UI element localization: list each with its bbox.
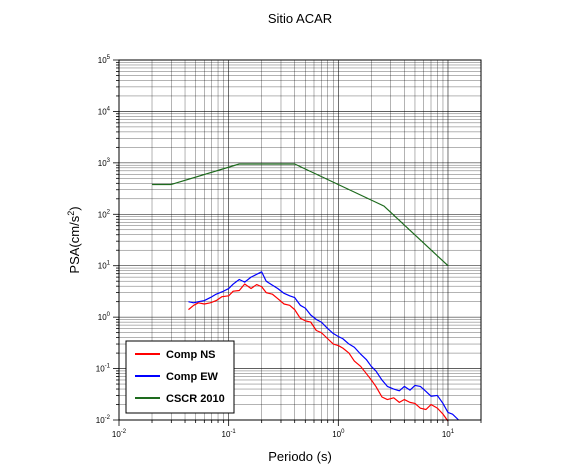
chart-title: Sitio ACAR — [268, 11, 332, 26]
y-tick-label-base: 10 — [98, 56, 107, 65]
grid-lines — [118, 59, 482, 421]
x-tick-label: 10-1 — [222, 429, 237, 439]
y-tick-label-base: 10 — [98, 313, 107, 322]
y-axis-title: PSA(cm/s2) — [66, 206, 82, 273]
y-tick-label: 100 — [98, 312, 111, 322]
x-tick-label: 10-2 — [112, 429, 127, 439]
y-tick-label-exponent: 2 — [107, 209, 111, 215]
x-axis-title: Periodo (s) — [268, 449, 332, 464]
y-tick-label-base: 10 — [96, 416, 105, 425]
y-tick-label-exponent: 1 — [107, 261, 111, 267]
series-line-comp-ew — [188, 271, 460, 421]
x-tick-label-base: 10 — [112, 430, 121, 439]
y-tick-label: 105 — [98, 55, 111, 65]
y-axis-title-exponent: 2 — [66, 211, 76, 216]
x-tick-label-base: 10 — [442, 430, 451, 439]
y-tick-label-base: 10 — [98, 159, 107, 168]
y-tick-label-base: 10 — [98, 262, 107, 271]
x-tick-label-base: 10 — [222, 430, 231, 439]
x-tick-label: 101 — [442, 429, 455, 439]
legend-label: CSCR 2010 — [166, 393, 225, 405]
y-tick-label-exponent: 0 — [107, 312, 111, 318]
y-tick-label-exponent: 4 — [107, 106, 111, 112]
legend-label: Comp NS — [166, 349, 216, 361]
legend-label: Comp EW — [166, 371, 219, 383]
x-tick-label-exponent: -2 — [121, 429, 127, 435]
x-tick-label-exponent: 0 — [341, 429, 345, 435]
series-line-cscr-2010 — [152, 163, 449, 267]
y-tick-label-exponent: -1 — [105, 364, 111, 370]
y-tick-label: 101 — [98, 261, 111, 271]
y-tick-label: 10-1 — [96, 364, 111, 374]
x-tick-label-base: 10 — [332, 430, 341, 439]
y-tick-label-exponent: 3 — [107, 158, 111, 164]
y-axis-title-base: PSA(cm/s — [67, 215, 82, 273]
y-tick-label: 104 — [98, 106, 111, 116]
y-tick-label-exponent: 5 — [107, 55, 111, 61]
series-line-comp-ns — [188, 283, 449, 422]
plot-frame — [118, 59, 482, 421]
x-tick-label: 100 — [332, 429, 345, 439]
legend: Comp NS Comp EW CSCR 2010 — [125, 340, 235, 414]
y-tick-label: 10-2 — [96, 415, 111, 425]
x-tick-label-exponent: 1 — [451, 429, 455, 435]
x-tick-label-exponent: -1 — [230, 429, 236, 435]
y-axis-title-close: ) — [67, 206, 82, 210]
y-tick-label-base: 10 — [98, 107, 107, 116]
y-tick-label: 102 — [98, 209, 111, 219]
y-tick-label-base: 10 — [98, 210, 107, 219]
y-tick-label: 103 — [98, 158, 111, 168]
series-layer — [152, 163, 460, 422]
x-axis-ticks: 10-2 10-1 100 101 — [112, 420, 482, 439]
y-tick-label-base: 10 — [96, 365, 105, 374]
y-tick-label-exponent: -2 — [105, 415, 111, 421]
